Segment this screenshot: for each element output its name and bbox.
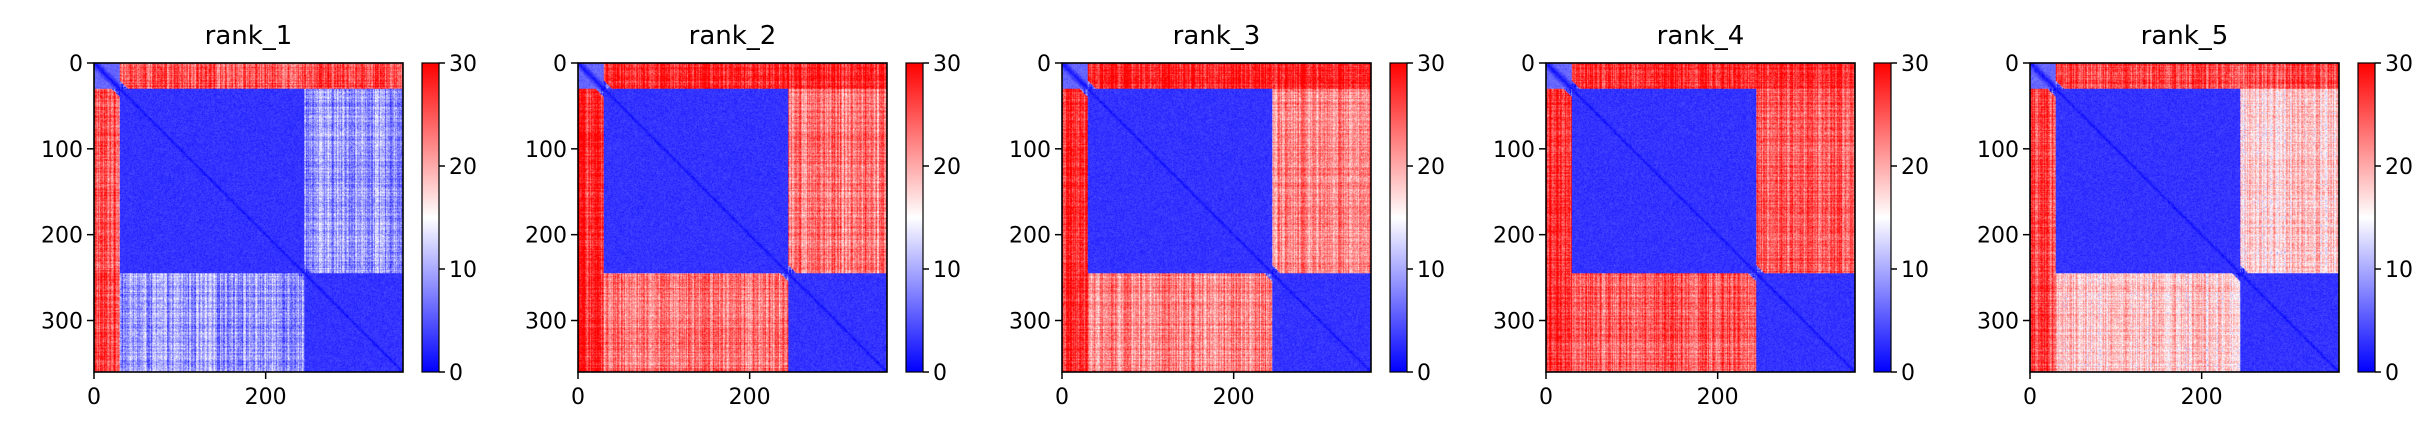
y-tick-label: 300 — [1493, 310, 1535, 335]
panel-title: rank_3 — [1173, 21, 1261, 51]
colorbar-tick-label: 30 — [449, 52, 477, 77]
colorbar-tick-label: 30 — [1417, 52, 1445, 77]
x-tick-label: 0 — [2023, 385, 2037, 410]
y-tick-label: 100 — [1977, 138, 2019, 163]
heatmap-panel-3: rank_3 0 100 200 300 0 200 0 10 20 30 — [1009, 21, 1445, 410]
heatmap-image — [578, 63, 887, 372]
heatmap-image — [2030, 63, 2339, 372]
y-tick-label: 200 — [1009, 224, 1051, 249]
heatmap-image — [94, 63, 403, 372]
y-tick-label: 0 — [1037, 52, 1051, 77]
colorbar-tick-label: 10 — [2385, 258, 2413, 283]
colorbar-tick-label: 10 — [1901, 258, 1929, 283]
colorbar-tick-label: 30 — [933, 52, 961, 77]
heatmap-panel-1: rank_1 0 100 200 300 0 200 0 10 20 30 — [41, 21, 477, 410]
colorbar-tick-label: 0 — [933, 361, 947, 386]
x-tick-label: 200 — [729, 385, 771, 410]
y-tick-label: 200 — [1493, 224, 1535, 249]
x-tick-label: 0 — [1539, 385, 1553, 410]
x-tick-label: 200 — [1213, 385, 1255, 410]
colorbar-tick-label: 20 — [449, 155, 477, 180]
x-tick-label: 0 — [1055, 385, 1069, 410]
y-tick-label: 200 — [525, 224, 567, 249]
heatmap-frame — [93, 62, 404, 373]
colorbar-tick-label: 10 — [449, 258, 477, 283]
colorbar — [1389, 62, 1408, 373]
heatmap-frame — [2029, 62, 2340, 373]
y-tick-label: 200 — [41, 224, 83, 249]
colorbar-tick-label: 0 — [2385, 361, 2399, 386]
panel-title: rank_4 — [1657, 21, 1745, 51]
colorbar — [2357, 62, 2376, 373]
y-tick-label: 100 — [1009, 138, 1051, 163]
y-tick-label: 200 — [1977, 224, 2019, 249]
heatmap-image — [1546, 63, 1855, 372]
colorbar — [421, 62, 440, 373]
x-tick-label: 0 — [87, 385, 101, 410]
panel-title: rank_5 — [2141, 21, 2229, 51]
colorbar-tick-label: 20 — [2385, 155, 2413, 180]
x-tick-label: 200 — [1697, 385, 1739, 410]
x-tick-label: 0 — [571, 385, 585, 410]
colorbar-tick-label: 0 — [1901, 361, 1915, 386]
y-tick-label: 300 — [1977, 310, 2019, 335]
colorbar-tick-label: 0 — [449, 361, 463, 386]
y-tick-label: 100 — [1493, 138, 1535, 163]
colorbar-tick-label: 10 — [1417, 258, 1445, 283]
x-tick-label: 200 — [245, 385, 287, 410]
y-tick-label: 0 — [69, 52, 83, 77]
colorbar-tick-label: 20 — [1901, 155, 1929, 180]
heatmap-frame — [1061, 62, 1372, 373]
colorbar — [1873, 62, 1892, 373]
heatmap-panel-2: rank_2 0 100 200 300 0 200 0 10 20 30 — [525, 21, 961, 410]
y-tick-label: 300 — [1009, 310, 1051, 335]
y-tick-label: 0 — [2005, 52, 2019, 77]
colorbar-tick-label: 0 — [1417, 361, 1431, 386]
y-tick-label: 0 — [1521, 52, 1535, 77]
heatmap-panel-4: rank_4 0 100 200 300 0 200 0 10 20 30 — [1493, 21, 1929, 410]
heatmap-frame — [1545, 62, 1856, 373]
colorbar-tick-label: 30 — [2385, 52, 2413, 77]
heatmap-frame — [577, 62, 888, 373]
heatmap-panel-5: rank_5 0 100 200 300 0 200 0 10 20 30 — [1977, 21, 2413, 410]
colorbar-tick-label: 20 — [933, 155, 961, 180]
y-tick-label: 300 — [525, 310, 567, 335]
colorbar-tick-label: 30 — [1901, 52, 1929, 77]
y-tick-label: 300 — [41, 310, 83, 335]
x-tick-label: 200 — [2181, 385, 2223, 410]
heatmap-image — [1062, 63, 1371, 372]
colorbar — [905, 62, 924, 373]
panel-title: rank_1 — [205, 21, 293, 51]
y-tick-label: 100 — [41, 138, 83, 163]
colorbar-tick-label: 10 — [933, 258, 961, 283]
y-tick-label: 100 — [525, 138, 567, 163]
colorbar-tick-label: 20 — [1417, 155, 1445, 180]
y-tick-label: 0 — [553, 52, 567, 77]
panel-title: rank_2 — [689, 21, 777, 51]
